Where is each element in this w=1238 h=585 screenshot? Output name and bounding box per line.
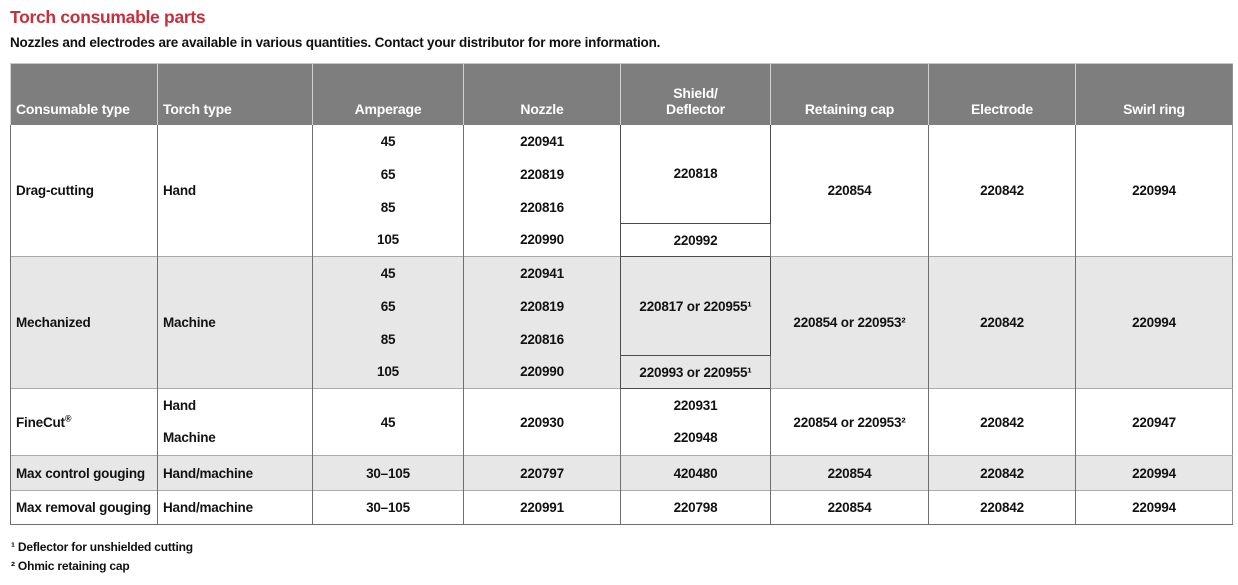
consumable-type-cell: Mechanized bbox=[10, 256, 158, 389]
consumable-type-cell: Drag-cutting bbox=[10, 124, 158, 257]
amperage-cell: 45 bbox=[312, 124, 464, 158]
consumable-type-cell: Max removal gouging bbox=[10, 490, 158, 525]
amperage-cell: 30–105 bbox=[312, 490, 464, 525]
retaining-cap-cell: 220854 bbox=[770, 455, 929, 491]
nozzle-cell: 220816 bbox=[463, 190, 621, 224]
table-row-max-control-gouging: Max control gouging Hand/machine 30–105 … bbox=[10, 455, 1233, 491]
retaining-cap-cell: 220854 or 220953² bbox=[770, 388, 929, 456]
electrode-cell: 220842 bbox=[928, 124, 1076, 257]
nozzle-cell: 220991 bbox=[463, 490, 621, 525]
col-header-electrode: Electrode bbox=[928, 63, 1076, 125]
page-title: Torch consumable parts bbox=[10, 7, 206, 27]
amperage-cell: 65 bbox=[312, 157, 464, 191]
shield-deflector-cell: 420480 bbox=[620, 455, 771, 491]
amperage-cell: 85 bbox=[312, 322, 464, 356]
shield-deflector-cell: 220798 bbox=[620, 490, 771, 525]
amperage-cell: 105 bbox=[312, 355, 464, 389]
table-row-max-removal-gouging: Max removal gouging Hand/machine 30–105 … bbox=[10, 490, 1233, 525]
electrode-cell: 220842 bbox=[928, 490, 1076, 525]
table-row-drag-cutting-65: 65 220819 bbox=[11, 157, 1233, 191]
table-row-mechanized-65: 65 220819 bbox=[11, 289, 1233, 323]
col-header-torch-type: Torch type bbox=[157, 63, 313, 125]
table-row-drag-cutting-85: 85 220816 bbox=[11, 190, 1233, 224]
footnotes: ¹ Deflector for unshielded cutting ² Ohm… bbox=[10, 538, 1232, 576]
retaining-cap-cell: 220854 or 220953² bbox=[770, 256, 929, 389]
torch-type-line1: Hand bbox=[163, 398, 196, 413]
nozzle-cell: 220816 bbox=[463, 322, 621, 356]
torch-type-cell: Hand Machine bbox=[157, 388, 313, 456]
page-subtitle: Nozzles and electrodes are available in … bbox=[10, 35, 661, 50]
amperage-cell: 45 bbox=[312, 388, 464, 456]
electrode-cell: 220842 bbox=[928, 388, 1076, 456]
shield-deflector-cell: 220931 220948 bbox=[620, 388, 771, 456]
shield-deflector-cell: 220993 or 220955¹ bbox=[620, 355, 771, 389]
col-header-amperage: Amperage bbox=[312, 63, 464, 125]
nozzle-cell: 220990 bbox=[463, 223, 621, 257]
torch-type-cell: Hand/machine bbox=[157, 490, 313, 525]
table-row-mechanized-85: 85 220816 bbox=[11, 322, 1233, 356]
nozzle-cell: 220819 bbox=[463, 157, 621, 191]
swirl-ring-cell: 220994 bbox=[1075, 124, 1233, 257]
nozzle-cell: 220990 bbox=[463, 355, 621, 389]
col-header-nozzle: Nozzle bbox=[463, 63, 621, 125]
nozzle-cell: 220819 bbox=[463, 289, 621, 323]
table-row-drag-cutting-105: 105 220990 220992 bbox=[11, 223, 1233, 257]
consumable-type-cell: FineCut® bbox=[10, 388, 158, 456]
col-header-swirl-ring: Swirl ring bbox=[1075, 63, 1233, 125]
shield-deflector-cell: 220818 bbox=[620, 124, 771, 224]
swirl-ring-cell: 220994 bbox=[1075, 455, 1233, 491]
shield-line2: 220948 bbox=[673, 430, 718, 445]
torch-type-cell: Hand/machine bbox=[157, 455, 313, 491]
finecut-label: FineCut bbox=[16, 414, 65, 430]
amperage-cell: 105 bbox=[312, 223, 464, 257]
torch-type-line2: Machine bbox=[163, 430, 216, 445]
retaining-cap-cell: 220854 bbox=[770, 124, 929, 257]
shield-line1: 220931 bbox=[673, 398, 718, 413]
consumable-type-cell: Max control gouging bbox=[10, 455, 158, 491]
electrode-cell: 220842 bbox=[928, 256, 1076, 389]
amperage-cell: 45 bbox=[312, 256, 464, 290]
shield-header-line2: Deflector bbox=[666, 100, 725, 117]
shield-deflector-cell: 220992 bbox=[620, 223, 771, 257]
table-header-row: Consumable type Torch type Amperage Nozz… bbox=[10, 63, 1233, 125]
shield-header-line1: Shield/ bbox=[673, 84, 718, 101]
nozzle-cell: 220930 bbox=[463, 388, 621, 456]
torch-type-cell: Hand bbox=[157, 124, 313, 257]
col-header-shield-deflector: Shield/ Deflector bbox=[620, 63, 771, 125]
col-header-retaining-cap: Retaining cap bbox=[770, 63, 929, 125]
footnote-2: ² Ohmic retaining cap bbox=[11, 559, 130, 573]
nozzle-cell: 220797 bbox=[463, 455, 621, 491]
registered-trademark-symbol: ® bbox=[64, 413, 72, 423]
amperage-cell: 30–105 bbox=[312, 455, 464, 491]
table-row-finecut: FineCut® Hand Machine 45 220930 220931 2… bbox=[10, 388, 1233, 456]
table-row-mechanized-45: Mechanized Machine 45 220941 220817 or 2… bbox=[10, 256, 1233, 389]
nozzle-cell: 220941 bbox=[463, 256, 621, 290]
swirl-ring-cell: 220947 bbox=[1075, 388, 1233, 456]
table-row-mechanized-105: 105 220990 220993 or 220955¹ bbox=[11, 355, 1233, 389]
amperage-cell: 65 bbox=[312, 289, 464, 323]
retaining-cap-cell: 220854 bbox=[770, 490, 929, 525]
amperage-cell: 85 bbox=[312, 190, 464, 224]
swirl-ring-cell: 220994 bbox=[1075, 256, 1233, 389]
nozzle-cell: 220941 bbox=[463, 124, 621, 158]
table-row-drag-cutting-45: Drag-cutting Hand 45 220941 220818 22085… bbox=[10, 124, 1233, 257]
swirl-ring-cell: 220994 bbox=[1075, 490, 1233, 525]
col-header-consumable-type: Consumable type bbox=[10, 63, 158, 125]
footnote-1: ¹ Deflector for unshielded cutting bbox=[11, 540, 193, 554]
electrode-cell: 220842 bbox=[928, 455, 1076, 491]
torch-type-cell: Machine bbox=[157, 256, 313, 389]
shield-deflector-cell: 220817 or 220955¹ bbox=[620, 256, 771, 356]
consumables-table: Consumable type Torch type Amperage Nozz… bbox=[10, 63, 1233, 525]
